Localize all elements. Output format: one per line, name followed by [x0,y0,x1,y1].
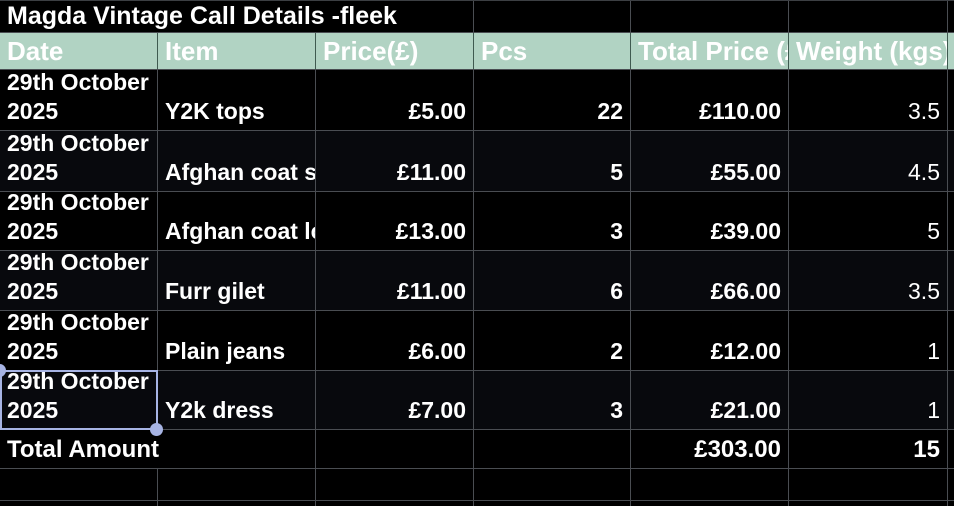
selection-handle-bottom-right[interactable] [150,423,163,436]
table-row: 29th October 2025 Plain jeans £6.00 2 £1… [0,311,954,371]
sheet-title-cell[interactable]: Magda Vintage Call Details -fleek [7,1,397,30]
empty-cell[interactable] [157,501,315,506]
empty-cell[interactable] [788,469,947,500]
total-label-cell[interactable]: Total Amount [7,435,159,463]
cell-pcs[interactable]: 6 [473,251,630,310]
empty-cell[interactable] [473,469,630,500]
cell-pcs[interactable]: 2 [473,311,630,370]
empty-cell[interactable] [0,469,157,500]
empty-cell[interactable] [788,501,947,506]
cell-price[interactable]: £11.00 [315,251,473,310]
total-weight-cell[interactable]: 15 [788,430,947,468]
title-row: Magda Vintage Call Details -fleek [0,0,954,33]
empty-cell [947,192,954,250]
empty-cell[interactable] [630,0,788,32]
cell-weight[interactable]: 5 [788,192,947,250]
cell-date[interactable]: 29th October 2025 [7,131,149,185]
empty-cell[interactable] [788,0,947,32]
cell-selection-border[interactable] [0,370,158,430]
cell-item[interactable]: Furr gilet [157,251,315,310]
empty-cell [947,371,954,429]
empty-cell [947,469,954,500]
cell-pcs[interactable]: 22 [473,70,630,130]
cell-date[interactable]: 29th October 2025 [7,311,149,364]
cell-total-price[interactable]: £110.00 [630,70,788,130]
cell-pcs[interactable]: 5 [473,131,630,191]
empty-cell[interactable] [473,0,630,32]
cell-item[interactable]: Y2k dress [157,371,315,429]
cell-item[interactable]: Afghan coat lo [157,192,315,250]
empty-cell [947,0,954,32]
table-row: 29th October 2025 Afghan coat s £11.00 5… [0,131,954,192]
header-total-price[interactable]: Total Price (£) [630,33,788,69]
header-date[interactable]: Date [7,35,64,66]
cell-total-price[interactable]: £21.00 [630,371,788,429]
header-price[interactable]: Price(£) [315,33,473,69]
total-row: Total Amount £303.00 15 [0,430,954,469]
empty-cell[interactable] [630,469,788,500]
table-row: 29th October 2025 Y2K tops £5.00 22 £110… [0,70,954,131]
table-row: 29th October 2025 Furr gilet £11.00 6 £6… [0,251,954,311]
cell-price[interactable]: £6.00 [315,311,473,370]
cell-date[interactable]: 29th October 2025 [7,192,149,244]
empty-cell[interactable] [0,501,157,506]
empty-cell[interactable] [315,430,473,468]
cell-pcs[interactable]: 3 [473,371,630,429]
table-row: 29th October 2025 Afghan coat lo £13.00 … [0,192,954,251]
cell-total-price[interactable]: £55.00 [630,131,788,191]
empty-cell [947,251,954,310]
cell-weight[interactable]: 1 [788,371,947,429]
empty-cell [947,131,954,191]
empty-cell [947,311,954,370]
cell-pcs[interactable]: 3 [473,192,630,250]
empty-row [0,469,954,501]
empty-cell [947,430,954,468]
cell-weight[interactable]: 1 [788,311,947,370]
total-price-cell[interactable]: £303.00 [630,430,788,468]
cell-price[interactable]: £11.00 [315,131,473,191]
header-item[interactable]: Item [157,33,315,69]
cell-weight[interactable]: 4.5 [788,131,947,191]
empty-cell[interactable] [157,469,315,500]
cell-price[interactable]: £5.00 [315,70,473,130]
cell-weight[interactable]: 3.5 [788,70,947,130]
cell-date[interactable]: 29th October 2025 [7,251,149,304]
cell-total-price[interactable]: £12.00 [630,311,788,370]
empty-cell[interactable] [315,469,473,500]
header-filler [947,33,954,69]
cell-total-price[interactable]: £66.00 [630,251,788,310]
cell-total-price[interactable]: £39.00 [630,192,788,250]
cell-item[interactable]: Y2K tops [157,70,315,130]
cell-price[interactable]: £13.00 [315,192,473,250]
empty-cell[interactable] [473,501,630,506]
header-weight[interactable]: Weight (kgs) [788,33,947,69]
cell-item[interactable]: Afghan coat s [157,131,315,191]
empty-cell[interactable] [473,430,630,468]
empty-cell [947,70,954,130]
empty-cell[interactable] [630,501,788,506]
table-row: 29th October 2025 Y2k dress £7.00 3 £21.… [0,371,954,430]
header-row: Date Item Price(£) Pcs Total Price (£) W… [0,33,954,70]
cell-price[interactable]: £7.00 [315,371,473,429]
cell-item[interactable]: Plain jeans [157,311,315,370]
header-pcs[interactable]: Pcs [473,33,630,69]
cell-date-selected[interactable]: 29th October 2025 [7,371,149,423]
empty-cell [947,501,954,506]
cell-date[interactable]: 29th October 2025 [7,70,149,124]
empty-row-partial [0,501,954,506]
cell-weight[interactable]: 3.5 [788,251,947,310]
empty-cell[interactable] [315,501,473,506]
selection-handle-top-left[interactable] [0,364,6,377]
